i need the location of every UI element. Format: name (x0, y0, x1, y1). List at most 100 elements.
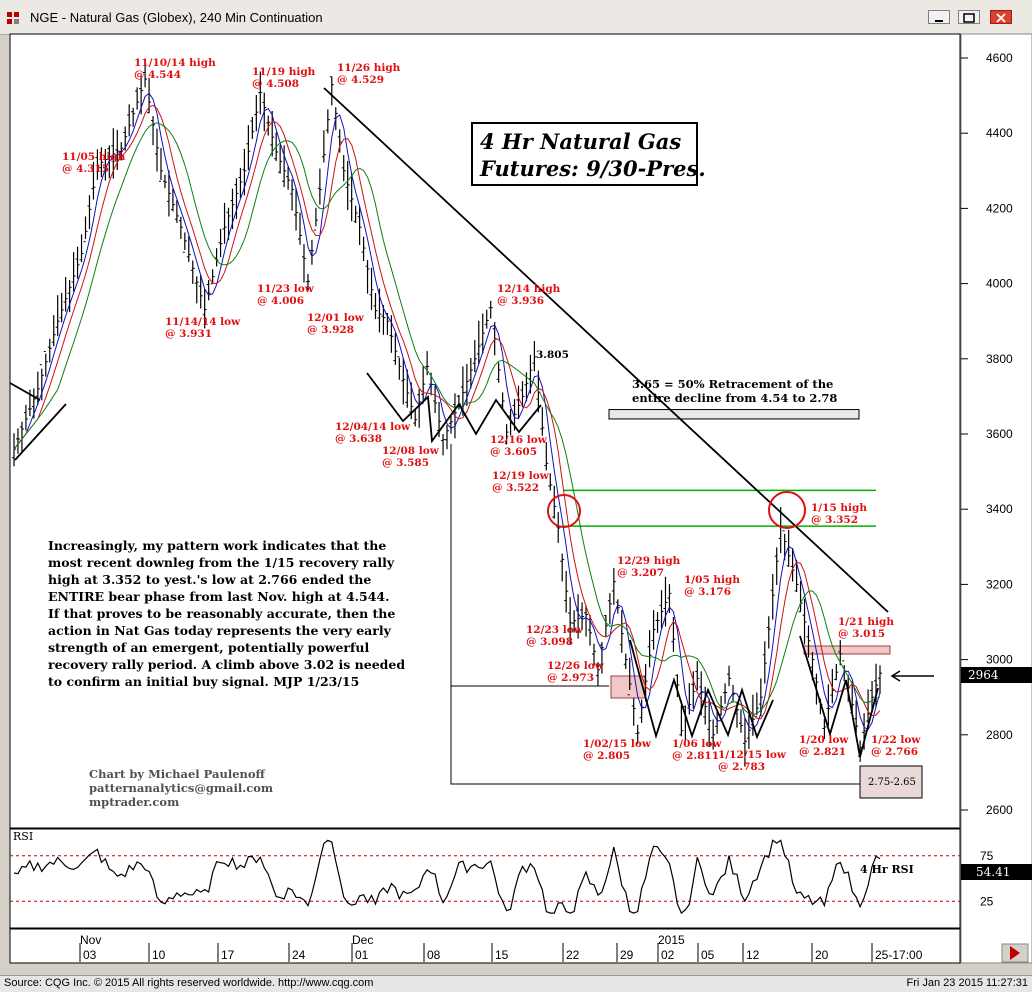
annotation-label: 12/19 low (492, 470, 550, 482)
price-bars (12, 63, 882, 767)
annotation-label: @ 3.522 (492, 482, 539, 494)
rsi-last-tag (961, 864, 1032, 880)
annotation-label: @ 3.098 (526, 636, 573, 648)
time-group-label: Nov (80, 933, 101, 947)
rsi-panel (9, 828, 961, 929)
annotation-label: @ 3.585 (382, 457, 429, 469)
time-tick-label: 03 (83, 948, 97, 962)
commentary-line: If that proves to be reasonably accurate… (48, 606, 395, 621)
moving-averages (13, 92, 881, 731)
time-tick-label: 25-17:00 (875, 948, 923, 962)
reference-zones (450, 409, 922, 785)
credit-text: Chart by Michael Paulenoffpatternanalyti… (89, 767, 273, 809)
annotation-label: 1/12/15 low (718, 749, 787, 761)
maximize-button[interactable] (958, 10, 980, 24)
recent-pattern (799, 635, 879, 758)
annotation-label: 11/14/14 low (165, 316, 241, 328)
trend-lines (9, 87, 889, 758)
annotation-label: @ 3.605 (490, 446, 537, 458)
credit-line: Chart by Michael Paulenoff (89, 767, 267, 781)
close-button[interactable] (990, 10, 1012, 24)
annotation-label: @ 2.821 (799, 746, 846, 758)
range-bracket (450, 444, 922, 785)
price-tick-label: 4200 (986, 201, 1013, 215)
annotation-label: 11/19 high (252, 66, 316, 78)
close-icon (996, 13, 1006, 23)
commentary-line: to confirm an initial buy signal. MJP 1/… (48, 674, 359, 689)
time-tick-label: 05 (701, 948, 715, 962)
maximize-icon (963, 13, 975, 23)
source-text: Source: CQG Inc. © 2015 All rights reser… (4, 977, 374, 989)
ma-fast-line (13, 92, 881, 731)
rsi-series-label: 4 Hr RSI (860, 863, 914, 876)
time-tick-label: 22 (566, 948, 580, 962)
commentary-line: most recent downleg from the 1/15 recove… (48, 555, 395, 570)
annotation-label: @ 2.766 (871, 746, 918, 758)
annotation-label: @ 4.006 (257, 295, 304, 307)
january-pattern (629, 639, 774, 740)
last-price-value: 2964 (968, 668, 999, 682)
price-axis: 2600 2800 3000 3200 3400 3600 3800 4000 4200 4400… (961, 51, 1013, 817)
annotation-label: 11/10/14 high (134, 57, 216, 69)
high-circle (768, 491, 806, 529)
annotation-label: 11/05 high (62, 151, 126, 163)
annotation-label: @ 4.544 (134, 69, 181, 81)
annotation-label: 12/16 low (490, 434, 548, 446)
status-bar: Source: CQG Inc. © 2015 All rights reser… (0, 975, 1032, 992)
annotation-label: @ 2.805 (583, 750, 630, 762)
time-tick-label: 20 (815, 948, 829, 962)
retracement-note-2: entire decline from 4.54 to 2.78 (632, 391, 837, 405)
price-tick-label: 2600 (986, 803, 1013, 817)
annotation-label: 1/02/15 low (583, 738, 652, 750)
commentary-line: action in Nat Gas today represents the v… (48, 623, 392, 638)
credit-line: patternanalytics@gmail.com (89, 781, 273, 795)
annotation-label: 12/23 low (526, 624, 584, 636)
time-tick-label: 17 (221, 948, 235, 962)
time-tick-label: 24 (292, 948, 306, 962)
annotation-label: @ 3.176 (684, 586, 731, 598)
time-tick-label: 01 (355, 948, 369, 962)
commentary-line: strength of an emergent, potentially pow… (48, 640, 369, 655)
annotation-label: @ 3.207 (617, 567, 664, 579)
annotation-label: 1/06 low (672, 738, 722, 750)
annotation-label: 12/04/14 low (335, 421, 411, 433)
annotation-label: @ 3.015 (838, 628, 885, 640)
annotation-label: 11/23 low (257, 283, 315, 295)
price-tick-label: 4600 (986, 51, 1013, 65)
annotation-label: 11/26 high (337, 62, 401, 74)
title-line-2: Futures: 9/30-Pres. (479, 156, 706, 181)
commentary-line: ENTIRE bear phase from last Nov. high at… (48, 589, 389, 604)
support-zone-left (610, 675, 646, 699)
rsi-last-value: 54.41 (976, 865, 1010, 879)
annotation-label: 12/26 low (547, 660, 605, 672)
last-price-tag (961, 667, 1032, 683)
title-line-1: 4 Hr Natural Gas (480, 129, 681, 154)
annotation-label: 1/15 high (811, 502, 867, 514)
rsi-line (13, 839, 881, 915)
minimize-button[interactable] (928, 10, 950, 24)
time-tick-label: 15 (495, 948, 509, 962)
price-tick-label: 3800 (986, 352, 1013, 366)
rsi-tick-label: 25 (980, 894, 994, 908)
annotation-label: @ 3.931 (165, 328, 212, 340)
time-group-label: Dec (352, 933, 373, 947)
annotation-label: @ 3.928 (307, 324, 354, 336)
price-tick-label: 3600 (986, 427, 1013, 441)
time-tick-label: 29 (620, 948, 634, 962)
scroll-right-icon (1010, 946, 1020, 960)
annotation-label: 12/01 low (307, 312, 365, 324)
annotation-label: @ 3.638 (335, 433, 382, 445)
price-tick-label: 3200 (986, 577, 1013, 591)
time-tick-label: 02 (661, 948, 675, 962)
minimize-icon (935, 20, 943, 22)
ma-mid-line (13, 104, 881, 720)
annotation-label: 12/08 low (382, 445, 440, 457)
annotation-label: @ 3.352 (811, 514, 858, 526)
annotation-label: @ 2.783 (718, 761, 765, 773)
price-tick-label: 4400 (986, 126, 1013, 140)
annotation-label: 12/29 high (617, 555, 681, 567)
price-tick-label: 4000 (986, 277, 1013, 291)
